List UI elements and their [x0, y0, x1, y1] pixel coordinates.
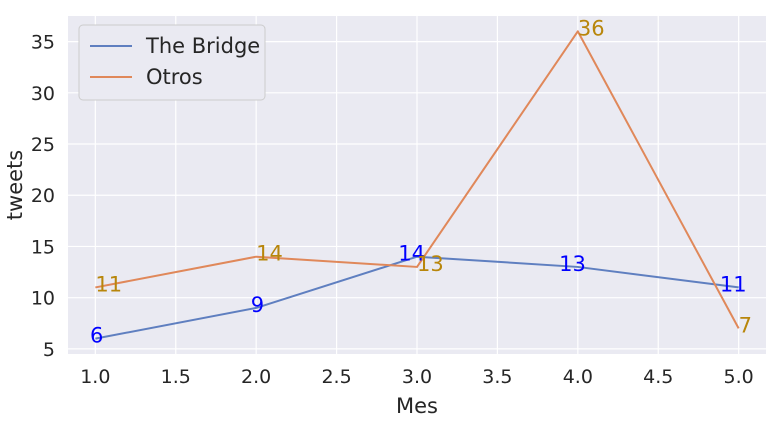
- data-label: 7: [739, 313, 752, 337]
- x-tick-label: 5.0: [724, 366, 754, 388]
- y-tick-label: 20: [31, 185, 55, 207]
- data-label: 13: [559, 252, 586, 276]
- series-line-otros: [95, 30, 740, 329]
- x-tick-labels: 1.0 1.5 2.0 2.5 3.0 3.5 4.0 4.5 5.0: [80, 366, 754, 388]
- y-tick-label: 5: [43, 339, 55, 361]
- y-tick-label: 30: [31, 83, 55, 105]
- x-tick-label: 4.5: [643, 366, 673, 388]
- y-tick-label: 10: [31, 288, 55, 310]
- data-label: 11: [95, 272, 122, 296]
- x-tick-label: 1.5: [161, 366, 191, 388]
- data-label: 9: [251, 293, 264, 317]
- data-label: 14: [256, 242, 283, 266]
- data-label: 11: [720, 272, 747, 296]
- x-tick-label: 1.0: [80, 366, 110, 388]
- x-tick-label: 2.5: [321, 366, 351, 388]
- x-tick-label: 4.0: [563, 366, 593, 388]
- legend-label-otros: Otros: [146, 65, 203, 89]
- x-axis-label: Mes: [396, 394, 438, 418]
- y-tick-label: 15: [31, 236, 55, 258]
- y-tick-label: 25: [31, 134, 55, 156]
- series-lines: [95, 30, 740, 340]
- legend-box: [78, 24, 266, 101]
- data-label: 13: [417, 252, 444, 276]
- x-tick-label: 2.0: [241, 366, 271, 388]
- series-line-the-bridge: [95, 255, 739, 340]
- data-label: 36: [578, 16, 605, 40]
- y-tick-label: 35: [31, 32, 55, 54]
- data-label: 6: [90, 324, 103, 348]
- y-axis-label: tweets: [3, 150, 27, 220]
- x-tick-label: 3.0: [402, 366, 432, 388]
- data-label: 14: [398, 242, 425, 266]
- x-tick-label: 3.5: [482, 366, 512, 388]
- y-tick-labels: 5 10 15 20 25 30 35: [31, 32, 55, 361]
- legend-label-the-bridge: The Bridge: [145, 34, 260, 58]
- legend: The Bridge Otros: [78, 24, 266, 101]
